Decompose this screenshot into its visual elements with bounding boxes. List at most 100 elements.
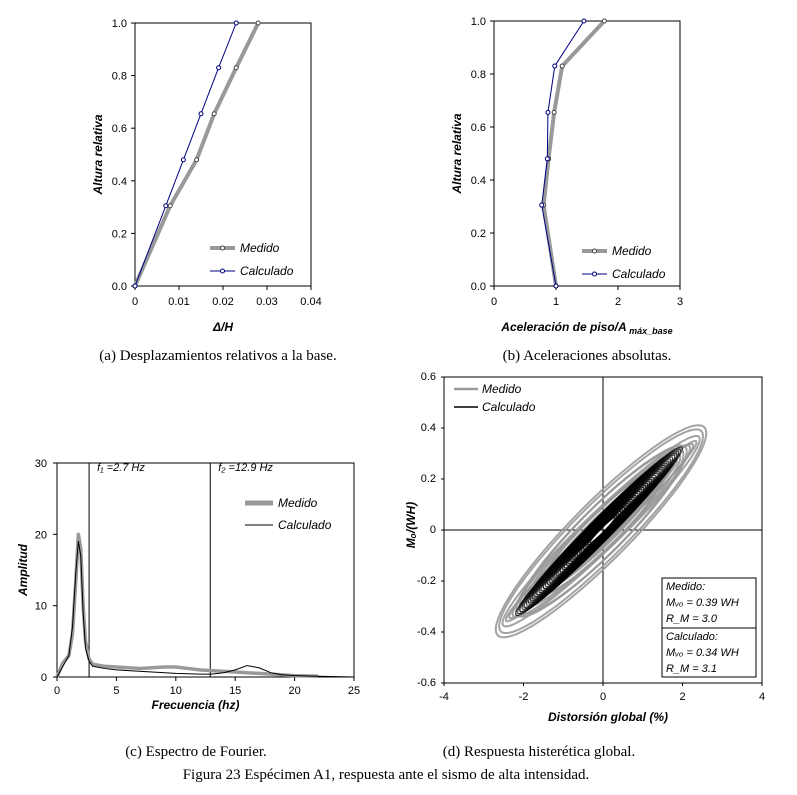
y-axis-label: Altura relativa	[91, 114, 105, 195]
series-line-medido	[55, 532, 319, 679]
data-point-medido	[559, 63, 565, 69]
x-tick-label: 10	[170, 685, 182, 697]
data-point-medido	[601, 18, 607, 24]
x-tick-label: 1	[553, 296, 559, 308]
hysteresis-loops-calculado	[515, 446, 683, 617]
y-tick-label: 0	[430, 524, 436, 536]
data-point-calculado	[216, 65, 222, 71]
data-point-calculado	[180, 157, 186, 163]
series-line-medido	[541, 19, 606, 287]
y-tick-label: 10	[35, 601, 47, 613]
x-tick-label: 4	[759, 691, 765, 703]
x-tick-label: 3	[677, 296, 683, 308]
x-axis-label-main: Δ/H	[212, 320, 233, 334]
x-axis-label-main: Aceleración de piso/A	[500, 320, 626, 334]
info-medido-r: R_M = 3.0	[666, 613, 718, 625]
hysteresis-loop-medido	[501, 435, 701, 628]
y-tick-label: 0.0	[112, 281, 127, 293]
series-line-calculado	[541, 20, 585, 287]
x-axis-label: Frecuencia (hz)	[151, 698, 239, 712]
y-tick-label: 0.6	[421, 371, 436, 383]
x-tick-label: 2	[615, 296, 621, 308]
data-point-calculado	[132, 283, 138, 289]
x-tick-label: 5	[113, 685, 119, 697]
series-line-medido	[133, 22, 260, 287]
info-calculado-r: R_M = 3.1	[666, 663, 717, 675]
x-tick-label: 0	[491, 296, 497, 308]
data-point-medido	[211, 111, 217, 117]
x-tick-label: -4	[439, 691, 449, 703]
x-tick-label: 0.01	[168, 296, 189, 308]
y-tick-label: 0.8	[471, 69, 486, 81]
data-point-calculado	[553, 283, 559, 289]
y-tick-label: 1.0	[471, 16, 486, 28]
hysteresis-loop-medido	[514, 444, 688, 618]
hysteresis-loop-calculado	[515, 446, 683, 617]
y-axis-label: Amplitud	[16, 543, 30, 597]
x-axis-label: Δ/H	[212, 320, 233, 334]
chart-d: 0.6 0.4 0.2 0 -0.2 -0.4 -0.6-4 -2 0 2 4 Mₒ/(WH) Dist…	[404, 371, 765, 760]
legend-label-calculado: Calculado	[278, 518, 332, 532]
caption-a: (a) Desplazamientos relativos a la base.	[99, 348, 336, 364]
legend-label-calculado: Calculado	[482, 400, 536, 414]
x-tick-label: -2	[519, 691, 529, 703]
y-tick-label: 0.2	[112, 228, 127, 240]
info-calculado-m: Mᵥₒ = 0.34 WH	[666, 647, 739, 659]
legend-marker-calculado	[220, 268, 225, 274]
y-tick-label: 1.0	[112, 18, 127, 30]
x-tick-label: 0	[132, 296, 138, 308]
y-tick-label: 0	[41, 672, 47, 684]
plot-frame	[493, 20, 681, 287]
data-point-medido	[167, 203, 173, 209]
hysteresis-loop-medido	[494, 424, 708, 639]
y-tick-label: 0.6	[112, 123, 127, 135]
x-tick-label: 15	[229, 685, 241, 697]
y-tick-label: 0.4	[421, 422, 436, 434]
hysteresis-loop-medido	[511, 444, 692, 619]
chart-b: 0.0 0.2 0.4 0.6 0.8 1.0 0 1 2 3 Altura relativa Ace…	[450, 16, 683, 364]
legend-marker-medido	[592, 248, 597, 254]
info-medido-title: Medido:	[666, 581, 705, 593]
caption-d: (d) Respuesta histerética global.	[443, 744, 635, 760]
x-tick-label: 0	[600, 691, 606, 703]
data-point-medido	[255, 20, 261, 26]
y-tick-label: 0.6	[471, 122, 486, 134]
data-point-medido	[194, 157, 200, 163]
legend-label-calculado: Calculado	[240, 264, 294, 278]
data-point-calculado	[539, 202, 545, 208]
frequency-annotation: f₁ =2.7 Hz	[97, 462, 145, 474]
y-tick-label: -0.6	[417, 677, 436, 689]
info-medido-m: Mᵥₒ = 0.39 WH	[666, 597, 739, 609]
y-axis-label: Altura relativa	[450, 113, 464, 194]
y-tick-label: 0.0	[471, 281, 486, 293]
data-point-calculado	[544, 156, 550, 162]
x-tick-label: 20	[288, 685, 300, 697]
x-tick-label: 0.02	[212, 296, 233, 308]
series-line-calculado	[134, 22, 237, 287]
y-tick-label: -0.4	[417, 626, 436, 638]
x-tick-label: 0	[54, 685, 60, 697]
data-point-medido	[551, 109, 557, 115]
caption-b: (b) Aceleraciones absolutas.	[503, 348, 672, 364]
hysteresis-loop-medido	[498, 428, 705, 634]
data-point-calculado	[233, 20, 239, 26]
x-axis-label: Distorsión global (%)	[548, 710, 668, 724]
legend-label-medido: Medido	[278, 496, 318, 510]
figure-caption: Figura 23 Espécimen A1, respuesta ante e…	[183, 767, 590, 783]
y-tick-label: -0.2	[417, 575, 436, 587]
y-tick-label: 0.4	[112, 176, 127, 188]
y-axis-label: Mₒ/(WH)	[404, 502, 418, 548]
legend-label-calculado: Calculado	[612, 267, 666, 281]
x-tick-label: 2	[679, 691, 685, 703]
data-point-calculado	[163, 203, 169, 209]
data-point-medido	[233, 65, 239, 71]
y-tick-label: 0.8	[112, 71, 127, 83]
x-tick-label: 25	[348, 685, 360, 697]
data-point-calculado	[545, 109, 551, 115]
y-tick-label: 0.4	[471, 175, 486, 187]
frequency-annotation: f₂ =12.9 Hz	[218, 462, 273, 474]
legend-marker-calculado	[592, 271, 597, 277]
data-point-calculado	[198, 111, 204, 117]
chart-a: 0.0 0.2 0.4 0.6 0.8 1.0 0 0.01 0.02 0.03 0.04 Altur…	[91, 18, 337, 364]
